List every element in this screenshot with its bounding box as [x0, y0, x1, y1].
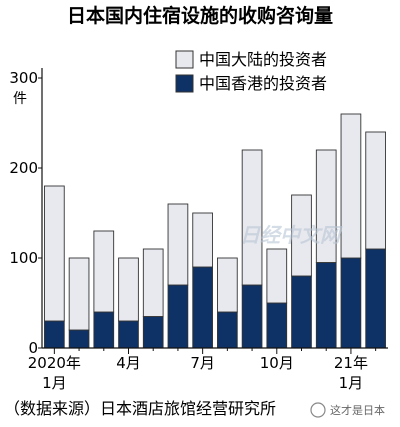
- corner-mark-text: 这才是日本: [330, 403, 385, 417]
- bar-hongkong: [192, 266, 213, 349]
- x-tick-label: 10月: [260, 354, 294, 372]
- bar-hongkong: [44, 320, 65, 349]
- bar-mainland: [142, 248, 164, 317]
- bar-mainland: [93, 230, 115, 313]
- bar-hongkong: [118, 320, 139, 349]
- bar-hongkong: [291, 275, 312, 349]
- bar-hongkong: [365, 248, 386, 349]
- y-axis-unit: 件: [13, 91, 27, 107]
- bar-mainland: [118, 257, 139, 322]
- bars: [44, 113, 386, 349]
- x-tick-label: 1月: [42, 374, 67, 392]
- watermark: 日经中文网: [240, 223, 343, 247]
- legend-swatch-hongkong: [175, 74, 194, 93]
- bar-hongkong: [315, 262, 337, 349]
- bar-mainland: [68, 257, 90, 331]
- bar-hongkong: [217, 311, 238, 349]
- wechat-icon: [310, 402, 326, 418]
- legend-swatch-mainland: [175, 50, 194, 69]
- bar-mainland: [340, 113, 362, 259]
- y-tick-label: 300: [9, 69, 38, 87]
- y-tick-label: 0: [28, 339, 38, 357]
- bar-hongkong: [340, 257, 362, 349]
- bar-hongkong: [241, 284, 263, 349]
- source-note: （数据来源）日本酒店旅馆经营研究所: [4, 399, 276, 418]
- x-tick-label: 21年: [334, 354, 368, 372]
- bar-mainland: [266, 248, 288, 304]
- legend-label-hongkong: 中国香港的投资者: [199, 74, 327, 93]
- bar-hongkong: [142, 316, 164, 349]
- y-axis: 0 100 200 300 件: [9, 68, 43, 357]
- bar-mainland: [192, 212, 213, 268]
- y-tick-label: 200: [9, 159, 38, 177]
- bar-mainland: [167, 203, 189, 286]
- bar-mainland: [291, 194, 312, 277]
- bar-mainland: [241, 149, 263, 286]
- x-tick-label: 4月: [116, 354, 141, 372]
- bar-mainland: [315, 149, 337, 263]
- bar-mainland: [44, 185, 65, 322]
- chart-title: 日本国内住宿设施的收购咨询量: [67, 4, 333, 27]
- x-tick-label: 2020年: [28, 354, 81, 372]
- x-tick-label: 7月: [190, 354, 215, 372]
- bar-hongkong: [266, 302, 288, 349]
- legend: 中国大陆的投资者 中国香港的投资者: [175, 50, 327, 93]
- bar-hongkong: [68, 329, 90, 349]
- x-tick-label: 1月: [339, 374, 364, 392]
- bar-hongkong: [167, 284, 189, 349]
- corner-mark: 这才是日本: [310, 402, 385, 418]
- x-axis: 2020年 1月 4月 7月 10月 21年 1月: [28, 347, 388, 392]
- bar-mainland: [365, 131, 386, 250]
- legend-label-mainland: 中国大陆的投资者: [199, 50, 327, 69]
- bar-mainland: [217, 257, 238, 313]
- y-tick-label: 100: [9, 249, 38, 267]
- bar-hongkong: [93, 311, 115, 349]
